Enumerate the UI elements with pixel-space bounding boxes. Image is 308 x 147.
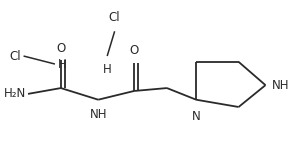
Text: NH: NH: [271, 79, 289, 92]
Text: O: O: [56, 42, 66, 55]
Text: Cl: Cl: [109, 11, 120, 24]
Text: NH: NH: [90, 108, 107, 121]
Text: H: H: [58, 57, 67, 71]
Text: N: N: [192, 110, 201, 123]
Text: H₂N: H₂N: [4, 87, 26, 100]
Text: O: O: [129, 45, 139, 57]
Text: Cl: Cl: [9, 50, 21, 62]
Text: H: H: [103, 63, 111, 76]
